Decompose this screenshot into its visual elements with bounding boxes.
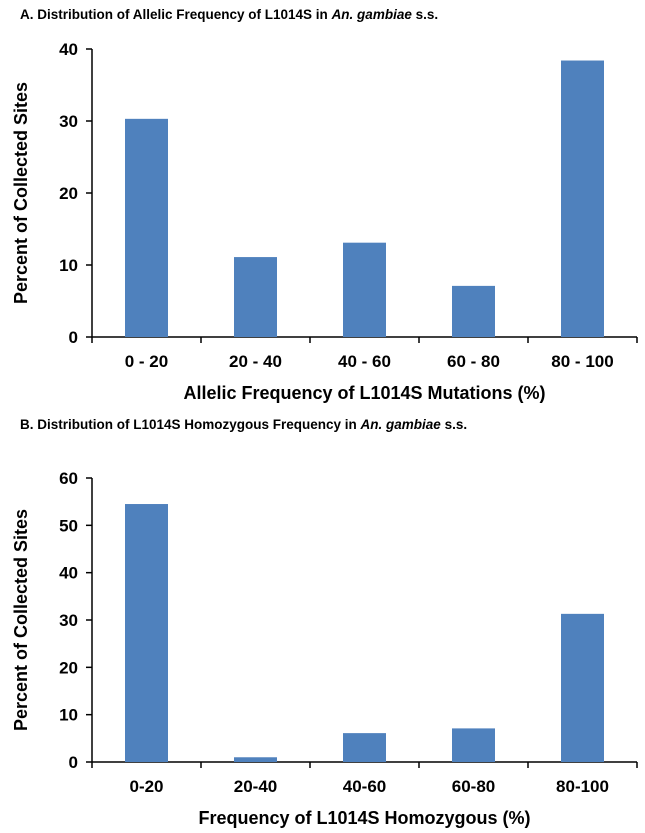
x-tick-label: 0-20 xyxy=(129,777,163,796)
y-tick-label: 30 xyxy=(59,611,78,630)
bar xyxy=(125,118,168,337)
y-tick-label: 10 xyxy=(59,256,78,275)
x-tick-label: 40 - 60 xyxy=(338,352,391,371)
x-tick-label: 60 - 80 xyxy=(447,352,500,371)
chart-panel-a: A. Distribution of Allelic Frequency of … xyxy=(0,0,645,410)
x-tick-label: 20 - 40 xyxy=(229,352,282,371)
y-tick-label: 20 xyxy=(59,658,78,677)
chart-title-prefix: B. Distribution of L1014S Homozygous Fre… xyxy=(20,417,361,432)
y-tick-label: 50 xyxy=(59,516,78,535)
chart-title-species: An. gambiae xyxy=(360,417,441,432)
x-axis-title: Frequency of L1014S Homozygous (%) xyxy=(198,808,530,828)
bar xyxy=(343,242,386,337)
chart-title: A. Distribution of Allelic Frequency of … xyxy=(20,7,438,22)
bar xyxy=(125,504,168,762)
y-tick-label: 20 xyxy=(59,184,78,203)
x-tick-label: 80-100 xyxy=(556,777,609,796)
y-tick-label: 60 xyxy=(59,469,78,488)
y-axis-title: Percent of Collected Sites xyxy=(11,509,31,731)
bar-chart-a: 0 10 20 30 40 0 - 20 20 - 40 40 - 60 60 - 80 80 -… xyxy=(11,40,638,403)
x-tick-label: 0 - 20 xyxy=(125,352,168,371)
bar-chart-b: 0 10 20 30 40 50 60 0-20 20-40 40-60 60-80 80-100 Fr… xyxy=(11,469,638,828)
y-tick-label: 0 xyxy=(69,753,78,772)
bar xyxy=(343,733,386,762)
chart-title-suffix: s.s. xyxy=(411,7,439,22)
x-tick-label: 80 - 100 xyxy=(551,352,613,371)
x-tick-label: 40-60 xyxy=(343,777,386,796)
bar xyxy=(234,757,277,762)
chart-title-species: An. gambiae xyxy=(331,7,412,22)
bar xyxy=(561,613,604,762)
bar xyxy=(452,285,495,337)
y-tick-label: 40 xyxy=(59,40,78,59)
bar xyxy=(234,257,277,337)
bar xyxy=(561,60,604,338)
bar xyxy=(452,728,495,762)
y-tick-label: 10 xyxy=(59,706,78,725)
x-tick-label: 20-40 xyxy=(234,777,277,796)
y-tick-label: 0 xyxy=(69,328,78,347)
y-tick-label: 40 xyxy=(59,564,78,583)
chart-title-suffix: s.s. xyxy=(440,417,468,432)
chart-title-prefix: A. Distribution of Allelic Frequency of … xyxy=(20,7,332,22)
x-axis-title: Allelic Frequency of L1014S Mutations (%… xyxy=(183,383,545,403)
y-tick-label: 30 xyxy=(59,112,78,131)
y-axis-title: Percent of Collected Sites xyxy=(11,82,31,304)
x-tick-label: 60-80 xyxy=(452,777,495,796)
chart-panel-b: B. Distribution of L1014S Homozygous Fre… xyxy=(0,410,645,833)
chart-title: B. Distribution of L1014S Homozygous Fre… xyxy=(20,417,467,432)
